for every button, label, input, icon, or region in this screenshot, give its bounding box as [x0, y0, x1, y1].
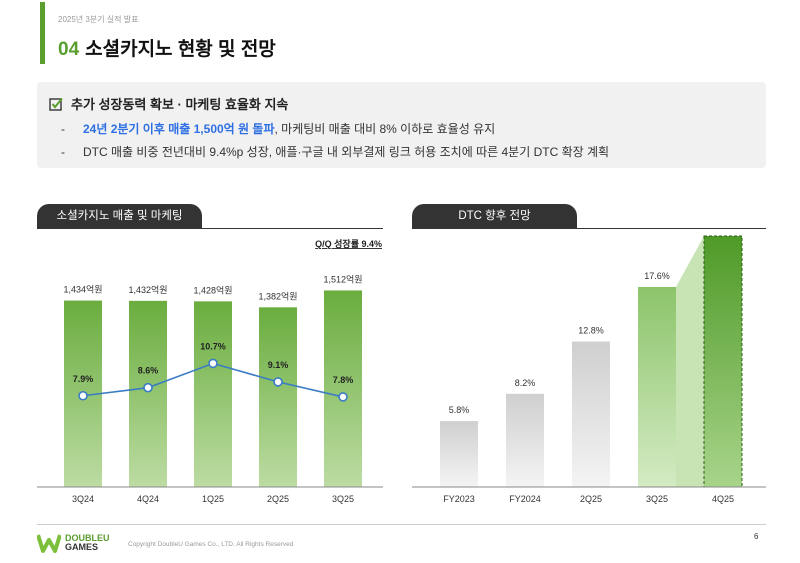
dtc-bar [572, 341, 610, 487]
chart-title-underline [412, 228, 766, 229]
x-tick-label: FY2023 [443, 494, 475, 504]
dtc-projected-bar [703, 235, 743, 488]
dtc-bar [638, 287, 676, 487]
dtc-bar [506, 393, 544, 487]
revenue-bar-label: 1,432억원 [128, 284, 167, 295]
marketing-ratio-point [273, 377, 283, 387]
title-accent-bar [40, 2, 45, 64]
x-tick-label: 4Q25 [712, 494, 734, 504]
marketing-ratio-label: 7.9% [73, 374, 94, 384]
summary-heading: 추가 성장동력 확보 · 마케팅 효율화 지속 [49, 94, 288, 113]
doubleu-logo-icon [37, 534, 61, 553]
marketing-ratio-point [143, 382, 153, 393]
marketing-ratio-point [78, 390, 88, 401]
revenue-bar-label: 1,428억원 [193, 284, 232, 295]
dtc-bar-label: 12.8% [578, 326, 604, 336]
chart-title-revenue: 소셜카지노 매출 및 마케팅 [37, 204, 202, 228]
marketing-ratio-label: 9.1% [268, 360, 289, 370]
footer-divider [37, 524, 766, 525]
x-tick-label: FY2024 [509, 494, 541, 504]
x-tick-label: 3Q25 [646, 494, 668, 504]
growth-connector [676, 236, 704, 487]
bullet-highlight: 24년 2분기 이후 매출 1,500억 원 돌파 [83, 122, 275, 136]
marketing-ratio-label: 10.7% [200, 341, 226, 351]
marketing-ratio-label: 8.6% [138, 366, 159, 376]
revenue-bar [194, 301, 232, 487]
marketing-ratio-point [338, 392, 348, 402]
marketing-ratio-label: 7.8% [333, 375, 354, 385]
page-number: 6 [754, 532, 759, 541]
x-tick-label: 2Q25 [580, 494, 602, 504]
summary-bullet-1: -24년 2분기 이후 매출 1,500억 원 돌파, 마케팅비 매출 대비 8… [61, 122, 496, 136]
x-tick-label: 4Q24 [137, 494, 159, 504]
x-tick-label: 1Q25 [202, 494, 224, 504]
summary-heading-text: 추가 성장동력 확보 · 마케팅 효율화 지속 [71, 97, 289, 112]
dtc-bar [440, 421, 478, 487]
growth-annotation: Q/Q 성장률 9.4% [315, 238, 382, 249]
section-title: 소셜카지노 현황 및 전망 [85, 39, 276, 60]
revenue-bar-label: 1,512억원 [323, 273, 362, 284]
x-tick-label: 3Q25 [332, 494, 354, 504]
summary-bullet-2: - DTC 매출 비중 전년대비 9.4%p 성장, 애플·구글 내 외부결제 링… [61, 145, 610, 159]
dtc-bar-label: 17.6% [644, 271, 670, 281]
company-logo: DOUBLEU GAMES [37, 532, 110, 554]
revenue-bar-label: 1,382억원 [258, 290, 297, 301]
chart-title-underline [37, 228, 383, 229]
revenue-bar [259, 307, 297, 487]
x-tick-label: 3Q24 [72, 494, 94, 504]
revenue-bar [324, 290, 362, 487]
dtc-bar-label: 5.8% [449, 405, 470, 415]
revenue-bar [129, 300, 167, 487]
report-subtitle: 2025년 3분기 실적 발표 [58, 15, 139, 24]
dtc-bar-label: 8.2% [515, 378, 536, 388]
summary-box: 추가 성장동력 확보 · 마케팅 효율화 지속 -24년 2분기 이후 매출 1… [37, 82, 766, 168]
chart-title-dtc: DTC 향후 전망 [412, 204, 577, 228]
copyright-text: Copyright DoubleU Games Co., LTD. All Ri… [128, 541, 294, 548]
checkbox-check-icon [49, 97, 63, 111]
dtc-outlook-chart: 5.8% FY2023 8.2% FY2024 12.8% 2Q25 17.6% 3Q25 4Q… [412, 235, 766, 504]
section-number: 04 [58, 39, 80, 60]
x-tick-label: 2Q25 [267, 494, 289, 504]
marketing-ratio-point [208, 358, 218, 369]
page-title: 04 소셜카지노 현황 및 전망 [58, 34, 276, 61]
revenue-bar-label: 1,434억원 [63, 284, 102, 295]
revenue-marketing-chart: 1,434억원 3Q24 1,432억원 4Q24 1,428억원 1Q25 1,382억원… [37, 238, 383, 504]
